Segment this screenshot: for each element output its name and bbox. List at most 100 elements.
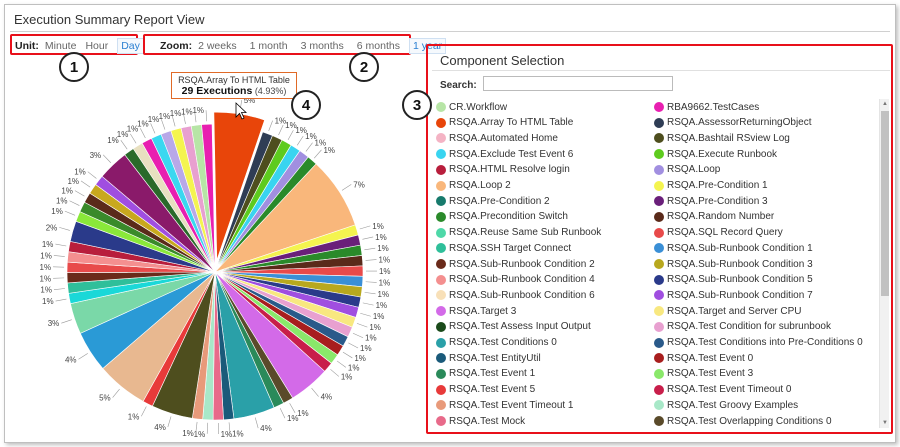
component-item[interactable]: RSQA.Pre-Condition 2	[436, 194, 550, 208]
component-item[interactable]: RSQA.Test Event 1	[436, 367, 535, 381]
component-item[interactable]: RSQA.AssessorReturningObject	[654, 116, 812, 130]
component-item[interactable]: RSQA.Test Overlapping Conditions 0	[654, 414, 832, 428]
component-item[interactable]: RSQA.Test Groovy Examples	[654, 398, 798, 412]
component-item[interactable]: RSQA.Target 3	[436, 304, 516, 318]
pie-slice-label: 1%	[365, 334, 377, 343]
component-item[interactable]: RSQA.Sub-Runbook Condition 2	[436, 257, 595, 271]
zoom-option-6-months[interactable]: 6 months	[356, 40, 400, 52]
component-item[interactable]: RSQA.Automated Home	[436, 131, 558, 145]
component-item[interactable]: RSQA.Test Assess Input Output	[436, 320, 591, 334]
pie-leader-line	[330, 369, 340, 377]
pie-leader-line	[268, 120, 273, 131]
pie-leader-line	[365, 281, 377, 283]
component-item-label: RSQA.Sub-Runbook Condition 2	[449, 258, 595, 270]
component-item-label: RSQA.SQL Record Query	[667, 227, 783, 239]
component-item[interactable]: RSQA.Sub-Runbook Condition 3	[654, 257, 813, 271]
component-item-label: RSQA.Sub-Runbook Condition 7	[667, 289, 813, 301]
search-input[interactable]	[483, 76, 673, 91]
pie-leader-line	[55, 298, 67, 302]
unit-option-hour[interactable]: Hour	[85, 40, 109, 52]
pie-slice-label: 1%	[360, 344, 372, 353]
pie-slice-label: 1%	[376, 301, 388, 310]
component-item-label: CR.Workflow	[449, 101, 508, 113]
pie-slice-label: 1%	[379, 267, 391, 276]
component-item-label: RSQA.Precondition Switch	[449, 211, 568, 223]
pie-leader-line	[53, 288, 65, 291]
component-item[interactable]: RSQA.Test Conditions 0	[436, 336, 557, 350]
component-item-label: RSQA.Test Groovy Examples	[667, 399, 799, 411]
pie-slice-label: 7%	[353, 180, 365, 189]
component-color-swatch	[436, 321, 446, 332]
component-item[interactable]: RSQA.Pre-Condition 1	[654, 179, 768, 193]
pie-slice-label: 1%	[137, 119, 149, 128]
component-item[interactable]: RSQA.Test Event Timeout 0	[654, 383, 792, 397]
component-item[interactable]: RSQA.Pre-Condition 3	[654, 194, 768, 208]
pie-slice-label: 1%	[42, 240, 54, 249]
component-color-swatch	[436, 164, 446, 175]
component-item[interactable]: RSQA.Sub-Runbook Condition 6	[436, 288, 595, 302]
pie-slice-label: 1%	[221, 430, 233, 439]
component-item[interactable]: RSQA.Test Condition for subrunbook	[654, 320, 831, 334]
component-item[interactable]: RSQA.Sub-Runbook Condition 7	[654, 288, 813, 302]
component-color-swatch	[654, 400, 664, 411]
pie-slice-label: 1%	[40, 251, 52, 260]
scrollbar-thumb[interactable]	[881, 111, 889, 296]
component-item[interactable]: RSQA.Test Event 3	[654, 367, 753, 381]
component-item[interactable]: RSQA.Loop	[654, 163, 720, 177]
zoom-option-3-months[interactable]: 3 months	[300, 40, 344, 52]
component-item[interactable]: RSQA.Target and Server CPU	[654, 304, 802, 318]
scroll-down-arrow-icon[interactable]: ▼	[882, 420, 888, 426]
component-title-divider	[432, 70, 890, 71]
zoom-option-2-weeks[interactable]: 2 weeks	[198, 40, 237, 52]
component-item[interactable]: RSQA.SQL Record Query	[654, 226, 783, 240]
pie-leader-line	[359, 225, 371, 230]
component-color-swatch	[436, 353, 446, 364]
pie-leader-line	[53, 255, 65, 257]
component-item[interactable]: RSQA.Random Number	[654, 210, 774, 224]
pie-slice[interactable]	[201, 123, 216, 273]
pie-leader-line	[287, 130, 294, 140]
scroll-up-arrow-icon[interactable]: ▲	[882, 101, 888, 107]
title-divider	[10, 31, 890, 32]
component-item-label: RSQA.Test Assess Input Output	[449, 321, 591, 333]
component-item[interactable]: RSQA.Loop 2	[436, 179, 511, 193]
pie-leader-line	[80, 180, 91, 188]
component-item[interactable]: RSQA.Sub-Runbook Condition 5	[654, 273, 813, 287]
component-item[interactable]: RSQA.Precondition Switch	[436, 210, 568, 224]
component-list-scrollbar[interactable]: ▲ ▼	[879, 99, 889, 428]
component-color-swatch	[654, 180, 664, 191]
component-item[interactable]: RSQA.Test Event 5	[436, 383, 535, 397]
component-item[interactable]: RSQA.Execute Runbook	[654, 147, 777, 161]
component-item-label: RSQA.Pre-Condition 3	[667, 195, 768, 207]
unit-option-minute[interactable]: Minute	[44, 40, 77, 52]
component-item[interactable]: RSQA.SSH Target Connect	[436, 241, 571, 255]
component-item[interactable]: RSQA.Test Event 0	[654, 351, 753, 365]
pie-slice-label: 4%	[321, 393, 333, 402]
component-item[interactable]: RSQA.Reuse Same Sub Runbook	[436, 226, 601, 240]
component-item[interactable]: RSQA.Sub-Runbook Condition 4	[436, 273, 595, 287]
component-item[interactable]: CR.Workflow	[436, 100, 507, 114]
component-item[interactable]: RSQA.Exclude Test Event 6	[436, 147, 573, 161]
pie-leader-line	[311, 387, 319, 397]
component-item[interactable]: RSQA.HTML Resolve login	[436, 163, 570, 177]
chart-tooltip: RSQA.Array To HTML Table 29 Executions (…	[171, 72, 297, 99]
pie-slice-label: 1%	[373, 312, 385, 321]
component-item[interactable]: RSQA.Test Event Timeout 1	[436, 398, 574, 412]
component-item[interactable]: RSQA.Test Mock	[436, 414, 525, 428]
component-item[interactable]: RSQA.Bashtail RSview Log	[654, 131, 790, 145]
component-item[interactable]: RSQA.Test Conditions into Pre-Conditions…	[654, 336, 863, 350]
component-item[interactable]: RBA9662.TestCases	[654, 100, 759, 114]
mouse-cursor-icon	[235, 102, 248, 120]
pie-slice-label: 1%	[194, 430, 206, 439]
component-color-swatch	[436, 196, 446, 207]
component-item[interactable]: RSQA.Array To HTML Table	[436, 116, 573, 130]
pie-slice-label: 1%	[170, 109, 182, 118]
component-item[interactable]: RSQA.Sub-Runbook Condition 1	[654, 241, 813, 255]
pie-leader-line	[313, 149, 322, 159]
component-item[interactable]: RSQA.Test EntityUtil	[436, 351, 541, 365]
component-color-swatch	[654, 196, 664, 207]
zoom-option-1-month[interactable]: 1 month	[249, 40, 288, 52]
callout-badge-3: 3	[402, 90, 432, 120]
component-color-swatch	[654, 259, 664, 269]
